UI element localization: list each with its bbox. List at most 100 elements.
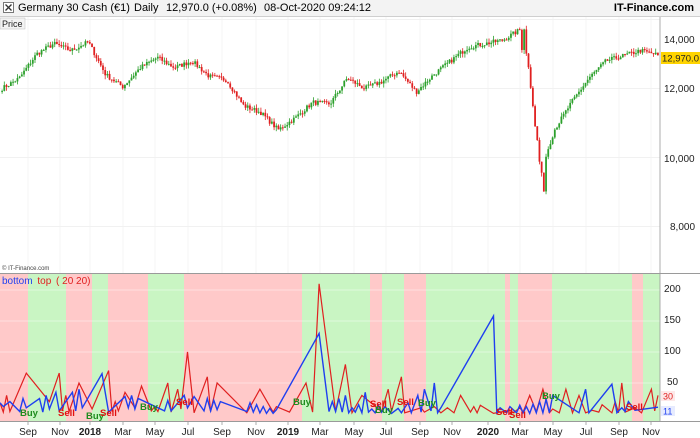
candle [624, 53, 626, 57]
candle [91, 43, 93, 48]
candle [415, 88, 418, 97]
candle [200, 64, 203, 75]
candle [137, 66, 139, 73]
candle [277, 124, 280, 130]
candle [216, 74, 218, 77]
candle [404, 72, 407, 82]
candle [308, 103, 311, 110]
sell-zone [505, 274, 510, 421]
candle [483, 45, 486, 49]
candle [108, 70, 111, 81]
candle [194, 59, 197, 67]
candle [479, 42, 482, 48]
x-tick-label: Jul [580, 427, 593, 438]
candle [630, 48, 633, 56]
candle [113, 76, 115, 84]
candle [345, 76, 348, 82]
candle [417, 88, 420, 95]
candle [578, 88, 580, 97]
indicator-title-top: top [37, 276, 51, 287]
buy-signal-label: Buy [293, 397, 312, 408]
bottom-series-line [0, 313, 659, 416]
candle [286, 122, 289, 131]
price-y-ticks: 14,000 12,000 10,000 8,000 [664, 35, 695, 233]
candle [71, 47, 74, 55]
x-tick-label: 2019 [277, 427, 300, 438]
candle [249, 103, 251, 114]
sell-zone [108, 274, 148, 421]
candle [551, 136, 554, 145]
candle [172, 62, 175, 71]
candle [589, 73, 591, 84]
candle [657, 52, 659, 56]
candle [374, 79, 376, 84]
candle [639, 49, 642, 55]
candle [170, 60, 172, 67]
candle [211, 72, 214, 78]
candle [385, 76, 387, 84]
candle [380, 79, 383, 85]
candle [599, 62, 602, 69]
candle [646, 47, 648, 54]
candle [297, 110, 300, 120]
candle [336, 91, 339, 97]
candle [34, 52, 36, 63]
x-tick-label: Nov [443, 427, 461, 438]
candle [106, 70, 109, 78]
price-label-box [0, 17, 26, 30]
candle [189, 61, 192, 66]
candle [406, 78, 409, 84]
candle [99, 58, 102, 68]
candle [411, 80, 414, 92]
candle [558, 122, 561, 130]
candle [23, 67, 25, 77]
candle [547, 146, 550, 160]
candle [553, 128, 556, 139]
candle [521, 28, 523, 53]
x-tick-label: Nov [642, 427, 660, 438]
chart-header-bar: Germany 30 Cash (€1) Daily 12,970.0 (+0.… [0, 0, 700, 17]
candle [472, 46, 475, 51]
candle [84, 39, 87, 48]
candle [238, 95, 240, 99]
candle [132, 72, 135, 80]
candle [64, 42, 67, 51]
candle [25, 64, 28, 72]
candle [575, 93, 578, 99]
candle [573, 94, 576, 101]
candle [69, 46, 71, 52]
candle [525, 25, 528, 56]
sell-zone [370, 274, 382, 421]
candle [580, 86, 583, 96]
last-bottom-value-box [661, 406, 675, 416]
candle [31, 57, 34, 67]
x-tick-label: Sep [19, 427, 37, 438]
candle [124, 84, 126, 91]
candle [205, 69, 207, 76]
price-label: Price [2, 19, 23, 29]
candle [273, 118, 275, 131]
candle [641, 47, 644, 55]
candle [422, 82, 425, 90]
candle [444, 60, 447, 69]
buy-signal-label: Buy [542, 391, 561, 402]
candle [328, 100, 330, 107]
x-tick-label: 2020 [477, 427, 500, 438]
last-price-tag [661, 52, 700, 64]
candle [529, 64, 532, 89]
candle [36, 50, 39, 56]
candle [567, 105, 569, 114]
candle [251, 106, 254, 111]
candle [376, 81, 379, 87]
close-icon[interactable] [3, 2, 14, 13]
candle [613, 53, 615, 61]
price-tick-8000: 8,000 [670, 222, 695, 233]
candle [527, 52, 530, 69]
candle [56, 38, 58, 45]
candle [358, 79, 361, 87]
sell-signal-label: Sell [397, 397, 414, 408]
candle [18, 75, 21, 79]
candle [220, 72, 223, 81]
candle [196, 59, 199, 69]
candle [229, 81, 232, 90]
